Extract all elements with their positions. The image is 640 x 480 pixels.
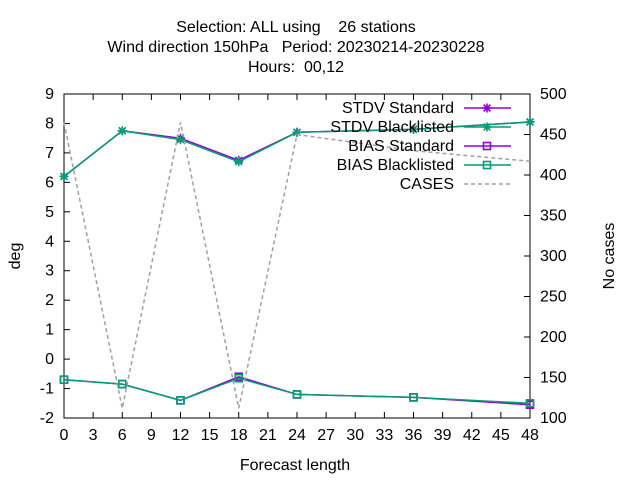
x-tick-label: 21 xyxy=(259,427,277,444)
data-point xyxy=(409,124,418,134)
y2-tick-label: 350 xyxy=(540,208,567,225)
x-tick-label: 15 xyxy=(201,427,219,444)
data-point xyxy=(234,373,244,383)
axes: 0 3 6 9 12 15 18 21 24 27 30 33 36 39 42 45 48-2-1012345… xyxy=(40,86,567,444)
y-tick-label: 9 xyxy=(45,86,54,103)
data-point xyxy=(117,126,127,136)
x-tick-label: 33 xyxy=(375,427,393,444)
legend: STDV Standard STDV Blacklisted BIAS Standa… xyxy=(330,100,511,193)
y-tick-label: 8 xyxy=(45,115,54,132)
legend-label: CASES xyxy=(400,176,454,193)
y2-tick-label: 100 xyxy=(540,410,567,427)
series-cases xyxy=(63,122,531,409)
title-line: Selection: ALL using 26 stations xyxy=(176,19,416,36)
data-point xyxy=(117,379,127,389)
data-point xyxy=(525,117,535,127)
x-tick-label: 0 xyxy=(60,427,69,444)
data-point xyxy=(59,375,69,385)
data-point xyxy=(292,127,302,137)
x-tick-label: 42 xyxy=(463,427,481,444)
plot-frame xyxy=(63,93,531,419)
y-tick-label: 5 xyxy=(45,204,54,221)
x-tick-label: 12 xyxy=(172,427,190,444)
series-line xyxy=(63,377,531,405)
data-point xyxy=(292,390,302,399)
data-point xyxy=(176,396,185,405)
x-tick-label: 9 xyxy=(147,427,156,444)
y-tick-label: -1 xyxy=(40,381,54,398)
y-tick-label: 6 xyxy=(45,174,54,191)
x-tick-label: 36 xyxy=(405,427,423,444)
y2-tick-label: 450 xyxy=(540,127,567,144)
y-tick-label: 1 xyxy=(45,322,54,339)
y-tick-label: 0 xyxy=(45,351,54,368)
y2-tick-label: 150 xyxy=(540,370,567,387)
title-line: Hours: 00,12 xyxy=(248,59,344,76)
data-point xyxy=(234,157,244,167)
data-point xyxy=(409,393,418,402)
series-bias-blacklisted xyxy=(59,373,535,408)
legend-marker xyxy=(482,103,492,113)
x-tick-label: 39 xyxy=(434,427,452,444)
x-tick-label: 27 xyxy=(317,427,335,444)
y-tick-label: -2 xyxy=(40,410,54,427)
legend-marker xyxy=(482,160,492,170)
series-stdv-standard xyxy=(59,117,535,181)
y-tick-label: 3 xyxy=(45,263,54,280)
x-tick-label: 24 xyxy=(288,427,306,444)
data-point xyxy=(59,171,69,181)
chart-title: Selection: ALL using 26 stations Wind dir… xyxy=(107,19,484,76)
series-stdv-blacklisted xyxy=(59,117,535,181)
y-axis-label: deg xyxy=(7,243,24,270)
x-tick-label: 30 xyxy=(346,427,364,444)
y2-tick-label: 200 xyxy=(540,329,567,346)
legend-label: STDV Blacklisted xyxy=(330,119,454,136)
y2-tick-label: 400 xyxy=(540,167,567,184)
x-tick-label: 45 xyxy=(492,427,510,444)
y-tick-label: 7 xyxy=(45,145,54,162)
y2-tick-label: 300 xyxy=(540,248,567,265)
y2-tick-label: 500 xyxy=(540,86,567,103)
x-tick-label: 48 xyxy=(521,427,539,444)
title-line: Wind direction 150hPa Period: 20230214-2… xyxy=(107,39,484,56)
legend-label: BIAS Standard xyxy=(348,138,454,155)
y2-tick-label: 250 xyxy=(540,289,567,306)
series xyxy=(59,117,535,410)
x-axis-label: Forecast length xyxy=(240,457,350,474)
data-point xyxy=(176,135,185,145)
x-tick-label: 3 xyxy=(89,427,98,444)
y-tick-label: 2 xyxy=(45,292,54,309)
series-line xyxy=(63,122,531,409)
y-tick-label: 4 xyxy=(45,233,54,250)
x-tick-label: 6 xyxy=(118,427,127,444)
legend-marker xyxy=(482,122,492,132)
y2-axis-label: No cases xyxy=(601,223,618,290)
legend-label: STDV Standard xyxy=(342,100,454,117)
data-point xyxy=(525,398,535,408)
legend-label: BIAS Blacklisted xyxy=(337,157,454,174)
x-tick-label: 18 xyxy=(230,427,248,444)
legend-marker xyxy=(482,141,492,151)
